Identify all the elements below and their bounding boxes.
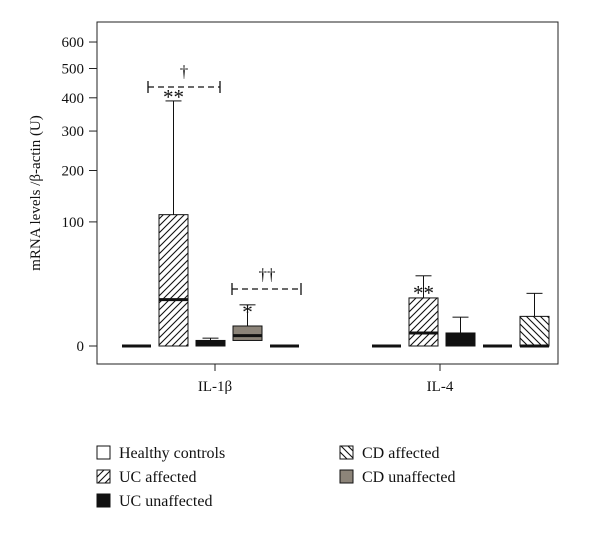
annotation-double-dagger: †† [259, 265, 276, 284]
legend-item-2: UC unaffected [96, 493, 212, 510]
y-tick-label-2: 200 [62, 163, 85, 179]
legend: Healthy controls UC affected UC unaffected… [96, 445, 455, 510]
box-9 [519, 292, 550, 348]
annotation-uc-affected-il4: ** [413, 281, 434, 305]
box-body-7 [445, 332, 476, 347]
legend-swatch-3 [339, 445, 354, 460]
box-7 [445, 316, 476, 347]
legend-item-0: Healthy controls [96, 445, 225, 462]
legend-item-4: CD unaffected [339, 469, 455, 486]
box-body-6 [408, 297, 439, 347]
box-1 [158, 100, 189, 347]
x-tick-label-0: IL-1β [198, 379, 232, 395]
x-tick-label-1: IL-4 [427, 379, 454, 395]
plot-frame [96, 21, 559, 365]
legend-label-1: UC affected [119, 469, 196, 486]
legend-swatch-2 [96, 493, 111, 508]
x-axis-labels: IL-1β IL-4 [198, 364, 454, 395]
y-tick-label-3: 300 [62, 124, 85, 140]
box-3 [232, 304, 263, 341]
y-tick-label-0: 0 [77, 339, 85, 355]
legend-swatch-4 [339, 469, 354, 484]
y-axis-label: mRNA levels /β-actin (U) [28, 115, 44, 271]
box-6 [408, 275, 439, 347]
y-tick-label-6: 600 [62, 35, 85, 51]
box-plots [122, 100, 550, 348]
box-2 [195, 337, 226, 347]
box-body-9 [519, 315, 550, 347]
box-body-1 [158, 214, 189, 347]
legend-label-4: CD unaffected [362, 469, 455, 486]
y-tick-label-5: 500 [62, 62, 85, 78]
legend-label-3: CD affected [362, 445, 439, 462]
legend-swatch-0 [96, 445, 111, 460]
legend-swatch-1 [96, 469, 111, 484]
legend-item-1: UC affected [96, 469, 196, 486]
legend-label-0: Healthy controls [119, 445, 225, 462]
legend-item-3: CD affected [339, 445, 439, 462]
annotation-uc-affected-il1b: ** [163, 85, 184, 109]
y-axis-ticks: 0 100 200 300 400 500 600 [62, 35, 97, 355]
significance-annotations: ** † * †† ** [147, 62, 434, 324]
annotation-dagger: † [180, 62, 189, 81]
y-tick-label-1: 100 [62, 215, 85, 231]
legend-label-2: UC unaffected [119, 493, 212, 510]
y-tick-label-4: 400 [62, 91, 85, 107]
box-body-3 [232, 325, 263, 341]
annotation-cd-unaffected-il1b: * [242, 300, 253, 324]
